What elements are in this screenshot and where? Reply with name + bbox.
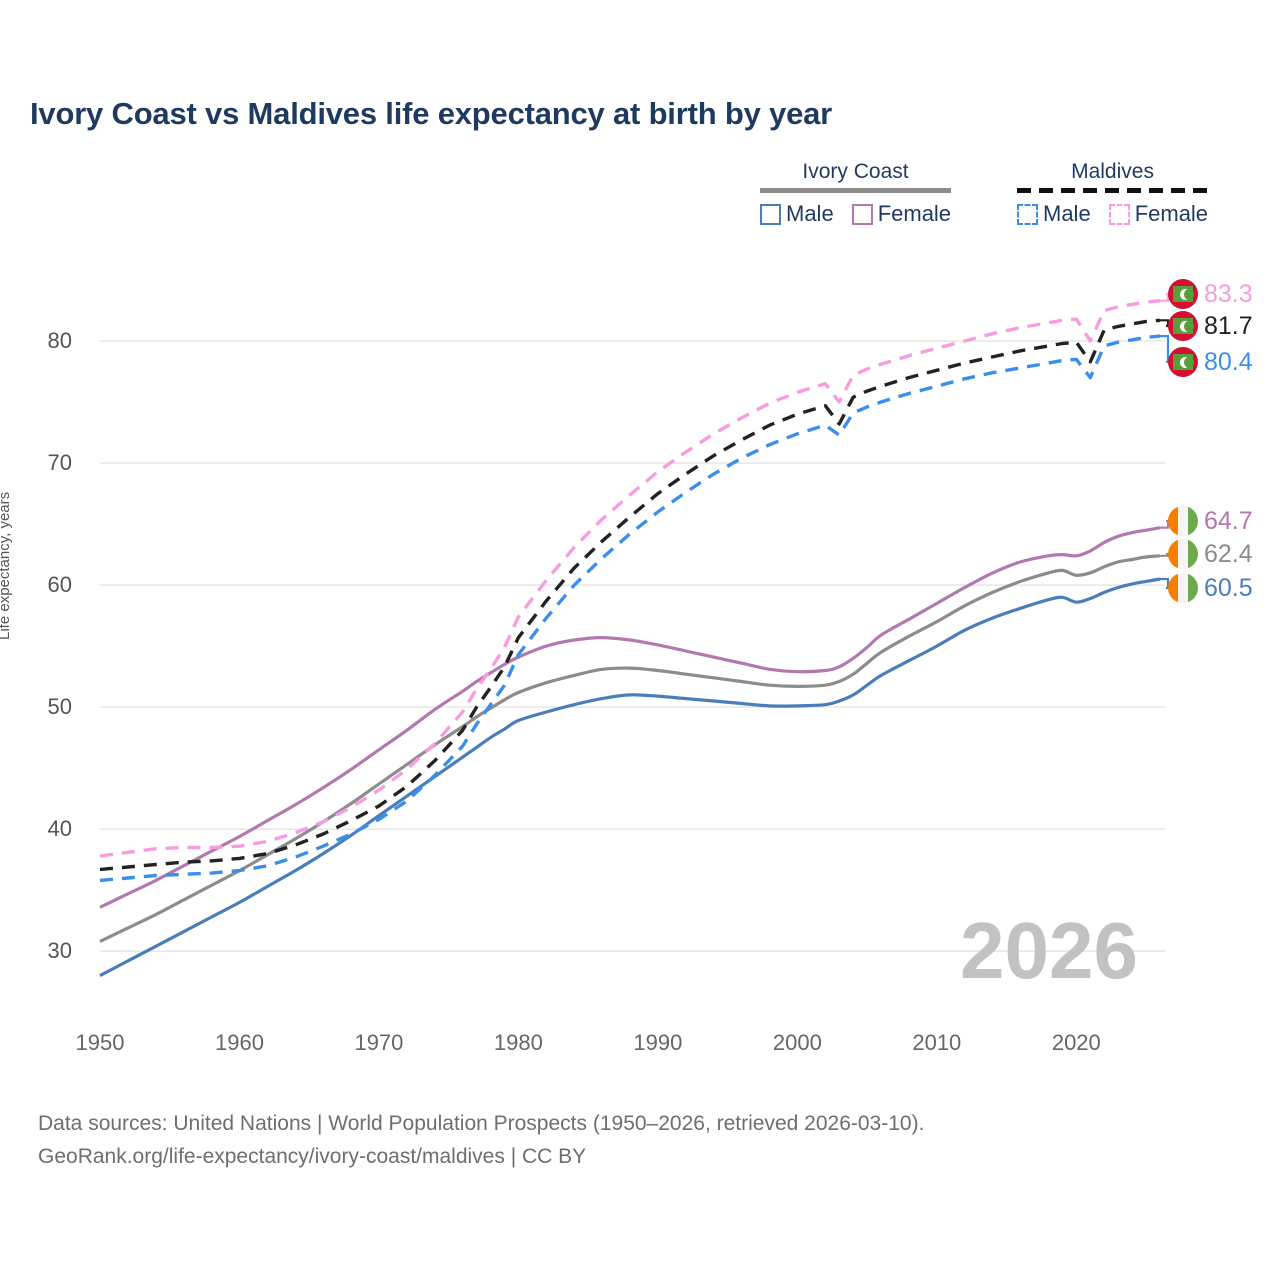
chart-legend: Ivory Coast Male Female Maldives Male: [745, 160, 1255, 235]
y-tick-label: 30: [47, 938, 72, 964]
gridlines: [100, 340, 1165, 952]
x-tick-label: 1980: [493, 1030, 543, 1055]
end-label-connector: [1160, 292, 1170, 302]
y-tick-label: 40: [47, 816, 72, 842]
end-label-value: 80.4: [1204, 347, 1253, 376]
x-tick-label: 1960: [214, 1030, 264, 1055]
year-watermark: 2026: [960, 906, 1138, 995]
legend-label-ivory-female: Female: [877, 201, 952, 226]
maldives-flag-icon: [1168, 347, 1198, 377]
end-label: 83.3: [1168, 279, 1253, 309]
legend-label-maldives-male: Male: [1043, 201, 1091, 226]
footer-line-1: Data sources: United Nations | World Pop…: [38, 1112, 925, 1135]
end-label-value: 83.3: [1204, 279, 1253, 308]
end-label-value: 64.7: [1204, 506, 1253, 535]
end-label: 80.4: [1168, 347, 1253, 377]
legend-rule-dashed: [1017, 188, 1209, 193]
y-tick-label: 70: [47, 450, 72, 476]
legend-item-maldives-female[interactable]: Female: [1108, 201, 1209, 227]
x-tick-label: 2000: [772, 1030, 822, 1055]
x-tick-label: 1990: [633, 1030, 683, 1055]
end-label-value: 60.5: [1204, 573, 1253, 602]
end-label: 64.7: [1168, 506, 1253, 536]
y-tick-label: 50: [47, 694, 72, 720]
legend-swatch-icon-maldives-male: [1017, 203, 1038, 225]
legend-item-ivory-coast-male[interactable]: Male: [760, 201, 834, 227]
legend-swatch-icon-ivory-female: [851, 203, 873, 225]
maldives-flag-icon: [1168, 311, 1198, 341]
legend-label-maldives-female: Female: [1134, 201, 1209, 226]
end-label-value: 81.7: [1204, 311, 1253, 340]
series-line: [99, 526, 1161, 909]
page-title: Ivory Coast vs Maldives life expectancy …: [30, 96, 833, 131]
y-axis-title: Life expectancy, years: [0, 491, 13, 640]
series-lines: [99, 299, 1161, 978]
end-label: 60.5: [1168, 573, 1253, 603]
ivory-coast-flag-icon: [1168, 506, 1198, 536]
end-label-connector: [1160, 319, 1170, 328]
end-label-connector: [1160, 552, 1170, 557]
end-label-value: 62.4: [1204, 539, 1253, 568]
x-tick-label: 1950: [75, 1030, 125, 1055]
ivory-coast-flag-icon: [1168, 539, 1198, 569]
footer-line-2: GeoRank.org/life-expectancy/ivory-coast/…: [38, 1144, 587, 1168]
legend-label-ivory-male: Male: [786, 201, 834, 226]
y-tick-label: 60: [47, 572, 72, 598]
end-label: 62.4: [1168, 539, 1253, 569]
series-line: [99, 318, 1161, 872]
legend-swatch-icon-ivory-male: [760, 203, 781, 225]
x-tick-label: 2010: [912, 1030, 962, 1055]
legend-group-maldives: Maldives Male Female: [1017, 160, 1209, 227]
y-tick-label: 80: [47, 328, 72, 354]
legend-item-ivory-coast-female[interactable]: Female: [851, 201, 952, 227]
legend-rule-solid: [760, 188, 952, 193]
end-label-connector: [1160, 519, 1170, 529]
ivory-coast-flag-icon: [1168, 573, 1198, 603]
series-line: [99, 554, 1161, 943]
end-label: 81.7: [1168, 311, 1253, 341]
footer-credits: Data sources: United Nations | World Pop…: [38, 1108, 924, 1173]
end-label-connector: [1160, 335, 1170, 364]
x-tick-label: 2020: [1051, 1030, 1101, 1055]
series-line: [99, 334, 1161, 883]
x-tick-label: 1970: [354, 1030, 404, 1055]
legend-group-title-ivory-coast: Ivory Coast: [802, 160, 909, 183]
end-label-connector: [1160, 577, 1170, 590]
maldives-flag-icon: [1168, 279, 1198, 309]
legend-group-title-maldives: Maldives: [1071, 160, 1154, 183]
legend-group-ivory-coast: Ivory Coast Male Female: [760, 160, 952, 227]
label-connectors: [1160, 292, 1170, 590]
series-line: [99, 299, 1161, 858]
legend-swatch-icon-maldives-female: [1108, 203, 1130, 225]
legend-item-maldives-male[interactable]: Male: [1017, 201, 1091, 227]
